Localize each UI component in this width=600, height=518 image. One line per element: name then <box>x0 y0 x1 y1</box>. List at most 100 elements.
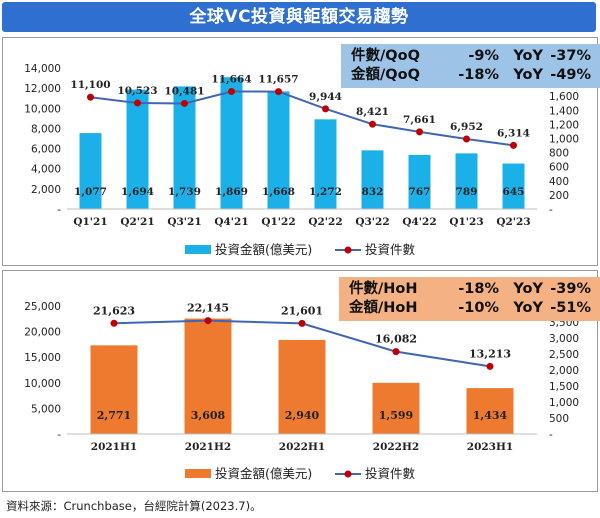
right-axis-tick-label: 2,500 <box>549 349 579 361</box>
count-value-label: 11,657 <box>258 74 298 86</box>
count-value-label: 16,082 <box>375 333 417 346</box>
legend-swatch-amount <box>185 469 211 478</box>
left-axis-tick-label: - <box>57 429 61 441</box>
category-tick-label: Q2'23 <box>496 216 530 228</box>
bar-amount <box>90 345 138 434</box>
bottom-stats-box: 件數/HoH -18% YoY -39% 金額/HoH -10% YoY -51% <box>339 277 600 321</box>
bar-amount <box>267 91 290 209</box>
count-point <box>416 128 423 136</box>
count-value-label: 10,481 <box>164 85 204 97</box>
count-value-label: 21,601 <box>281 304 323 317</box>
category-tick-label: Q1'21 <box>73 216 107 228</box>
bar-value-label: 1,599 <box>379 409 413 422</box>
bar-amount <box>502 163 525 209</box>
count-point <box>204 317 212 325</box>
top-stats-label: 金額/QoQ <box>351 67 420 83</box>
right-axis-tick-label: 2,000 <box>549 365 579 377</box>
left-axis-tick-label: 25,000 <box>24 301 61 313</box>
bar-amount <box>278 339 326 434</box>
bar-value-label: 1,869 <box>215 186 248 198</box>
right-axis-tick-label: 1,600 <box>549 91 579 103</box>
count-point <box>486 362 494 370</box>
bar-value-label: 1,272 <box>309 186 342 198</box>
bar-value-label: 3,608 <box>191 409 226 422</box>
bottom-stats-yoy: -51% <box>550 300 591 316</box>
top-stats-qoq: -9% <box>468 48 499 64</box>
bar-amount <box>466 388 514 434</box>
count-value-label: 6,314 <box>497 127 530 139</box>
category-tick-label: Q2'22 <box>308 216 342 228</box>
count-value-label: 10,523 <box>117 85 157 97</box>
count-value-label: 6,952 <box>450 121 483 133</box>
category-tick-label: Q3'22 <box>355 216 389 228</box>
category-tick-label: 2023H1 <box>467 441 513 453</box>
bar-value-label: 1,434 <box>473 409 508 422</box>
legend-swatch-count-marker <box>344 470 352 478</box>
top-stats-yoy: -37% <box>550 48 591 64</box>
top-chart-panel: - 2,000 4,000 6,000 8,000 10,000 12,000 14,000 -… <box>2 37 600 266</box>
right-axis-tick-label: 1,000 <box>549 397 579 409</box>
count-point <box>87 93 94 101</box>
left-axis-tick-label: 14,000 <box>24 63 61 75</box>
bar-amount <box>408 154 431 209</box>
bottom-stats-label: 件數/HoH <box>349 281 418 297</box>
count-point <box>275 88 282 96</box>
bottom-stats-yoy-label: YoY <box>513 281 543 297</box>
top-stats-row-count: 件數/QoQ -9% YoY -37% <box>351 47 591 66</box>
top-stats-yoy-label: YoY <box>513 67 543 83</box>
bar-amount <box>314 119 337 209</box>
top-chart: - 2,000 4,000 6,000 8,000 10,000 12,000 14,000 -… <box>24 63 579 257</box>
bar-amount <box>126 89 149 209</box>
category-tick-label: 2022H2 <box>373 441 419 453</box>
category-tick-label: Q4'21 <box>214 216 248 228</box>
legend-swatch-amount <box>185 245 211 254</box>
bar-amount <box>173 86 196 209</box>
count-point <box>181 99 188 107</box>
left-axis-tick-label: 20,000 <box>24 327 61 339</box>
count-line <box>90 90 514 147</box>
bar-amount <box>184 318 232 434</box>
top-stats-qoq: -18% <box>458 67 499 83</box>
bottom-chart-panel: - 5,000 10,000 15,000 20,000 25,000 - 500 1,000 1… <box>2 270 600 492</box>
left-axis-tick-label: 10,000 <box>24 103 61 115</box>
count-value-label: 8,421 <box>356 106 389 118</box>
right-axis-tick-label: 3,000 <box>549 333 579 345</box>
count-value-label: 22,145 <box>187 302 229 315</box>
bar-amount <box>220 77 243 209</box>
bar-value-label: 1,668 <box>262 186 295 198</box>
left-axis-tick-label: 8,000 <box>31 123 61 135</box>
right-axis-tick-label: 600 <box>549 162 569 174</box>
legend-swatch-count-marker <box>344 246 352 254</box>
bottom-stats-yoy-label: YoY <box>513 300 543 316</box>
bar-amount <box>455 153 478 209</box>
bar-value-label: 2,771 <box>97 409 131 422</box>
bar-value-label: 2,940 <box>285 409 320 422</box>
top-stats-row-amount: 金額/QoQ -18% YoY -49% <box>351 66 591 85</box>
bar-value-label: 1,077 <box>74 186 107 198</box>
bottom-stats-row-amount: 金額/HoH -10% YoY -51% <box>349 299 591 318</box>
bar-amount <box>79 133 102 209</box>
count-point <box>322 105 329 113</box>
legend-label-count: 投資件數 <box>365 466 416 481</box>
bar-value-label: 832 <box>362 186 384 198</box>
bottom-stats-label: 金額/HoH <box>349 300 418 316</box>
count-value-label: 9,944 <box>309 91 342 103</box>
category-tick-label: 2022H1 <box>279 441 325 453</box>
right-axis-tick-label: - <box>549 429 553 441</box>
bottom-stats-row-count: 件數/HoH -18% YoY -39% <box>349 280 591 299</box>
legend-label-amount: 投資金額(億美元) <box>215 466 312 481</box>
bottom-stats-yoy: -39% <box>550 281 591 297</box>
right-axis-tick-label: 800 <box>549 148 569 160</box>
left-axis-tick-label: 2,000 <box>31 184 61 196</box>
count-point <box>463 135 470 143</box>
bar-value-label: 767 <box>409 186 431 198</box>
top-stats-label: 件數/QoQ <box>351 48 420 64</box>
bottom-stats-hoh: -18% <box>458 281 499 297</box>
category-tick-label: Q3'21 <box>167 216 201 228</box>
right-axis-tick-label: 1,200 <box>549 119 579 131</box>
right-axis-tick-label: 1,400 <box>549 105 579 117</box>
count-point <box>392 348 400 356</box>
count-value-label: 13,213 <box>469 347 511 360</box>
category-tick-label: Q1'22 <box>261 216 295 228</box>
bar-amount <box>361 150 384 209</box>
